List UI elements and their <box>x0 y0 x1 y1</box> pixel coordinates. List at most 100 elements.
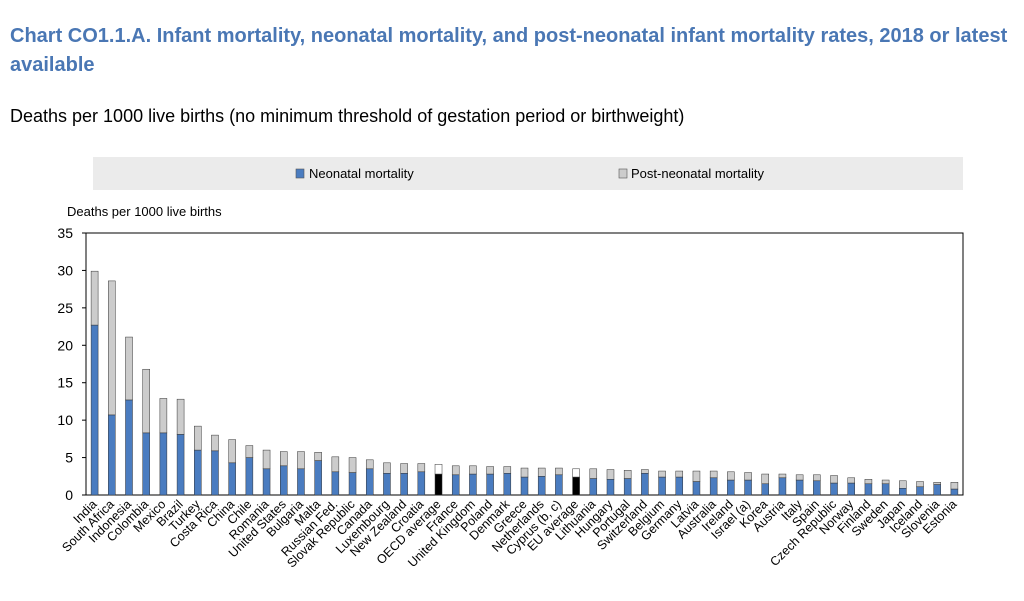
bar-neonatal <box>641 473 649 496</box>
bar-post-neonatal <box>194 425 202 451</box>
bar-neonatal <box>950 488 959 496</box>
bar-post-neonatal <box>830 475 838 484</box>
bar-post-neonatal <box>176 398 185 435</box>
legend-background <box>93 157 963 190</box>
bar-neonatal <box>761 483 769 496</box>
y-tick-label: 15 <box>57 375 73 391</box>
bar-neonatal <box>606 479 615 496</box>
bar-neonatal <box>503 473 512 496</box>
legend-label-neonatal: Neonatal mortality <box>309 166 414 181</box>
bar-post-neonatal <box>297 451 305 470</box>
bar-neonatal <box>778 477 787 496</box>
bar-neonatal <box>383 473 391 496</box>
bar-neonatal <box>486 473 494 496</box>
bar-neonatal <box>228 462 236 496</box>
bar-neonatal <box>434 473 443 496</box>
bar-post-neonatal <box>348 457 357 473</box>
bar-neonatal <box>589 478 598 496</box>
bar-neonatal <box>813 480 821 496</box>
bar-post-neonatal <box>211 434 219 452</box>
bar-post-neonatal <box>125 336 133 401</box>
bar-post-neonatal <box>641 469 649 474</box>
bar-post-neonatal <box>606 469 615 480</box>
bar-post-neonatal <box>589 468 598 479</box>
legend-swatch-neonatal <box>295 168 305 179</box>
bar-post-neonatal <box>503 466 512 474</box>
bar-post-neonatal <box>245 445 254 458</box>
bar-post-neonatal <box>417 463 426 473</box>
bar-post-neonatal <box>847 477 855 484</box>
bar-neonatal <box>90 324 99 496</box>
bar-neonatal <box>709 477 718 496</box>
bar-neonatal <box>899 488 907 496</box>
y-tick-label: 30 <box>57 262 73 278</box>
bar-post-neonatal <box>365 459 374 470</box>
y-axis-title: Deaths per 1000 live births <box>67 204 222 219</box>
chart-title: Chart CO1.1.A. Infant mortality, neonata… <box>10 25 1008 76</box>
bar-post-neonatal <box>331 456 340 473</box>
bar-post-neonatal <box>486 466 494 475</box>
bar-post-neonatal <box>692 470 701 482</box>
bar-neonatal <box>314 460 322 496</box>
bar-neonatal <box>520 476 529 496</box>
bar-post-neonatal <box>469 465 477 475</box>
bar-post-neonatal <box>675 470 684 478</box>
bar-neonatal <box>933 484 941 496</box>
bar-neonatal <box>881 483 890 496</box>
bar-post-neonatal <box>434 464 443 475</box>
bar-post-neonatal <box>572 468 580 478</box>
bar-post-neonatal <box>933 482 941 485</box>
bar-post-neonatal <box>314 452 322 461</box>
bar-neonatal <box>727 479 735 496</box>
bar-neonatal <box>194 449 202 496</box>
bar-neonatal <box>348 472 357 496</box>
legend-swatch-post-neonatal <box>618 168 628 179</box>
bar-neonatal <box>847 482 855 496</box>
bar-neonatal <box>417 471 426 496</box>
bar-post-neonatal <box>383 462 391 474</box>
y-tick-label: 35 <box>57 225 73 241</box>
bar-post-neonatal <box>108 280 116 416</box>
bar-post-neonatal <box>228 439 236 464</box>
bar-neonatal <box>744 479 752 496</box>
bar-post-neonatal <box>262 449 271 470</box>
bar-neonatal <box>692 481 701 496</box>
bar-neonatal <box>658 476 666 496</box>
bar-neonatal <box>795 479 804 496</box>
bar-post-neonatal <box>727 471 735 481</box>
bar-neonatal <box>142 432 150 496</box>
bar-neonatal <box>262 468 271 496</box>
bar-neonatal <box>400 473 408 496</box>
y-tick-label: 25 <box>57 300 73 316</box>
bar-post-neonatal <box>950 482 959 490</box>
chart-subtitle: Deaths per 1000 live births (no minimum … <box>10 106 685 126</box>
bar-post-neonatal <box>142 368 150 434</box>
bar-neonatal <box>623 478 632 496</box>
bar-post-neonatal <box>899 480 907 489</box>
bar-post-neonatal <box>400 463 408 474</box>
bar-neonatal <box>331 471 340 496</box>
y-tick-label: 0 <box>65 487 73 503</box>
bar-post-neonatal <box>623 470 632 479</box>
bar-post-neonatal <box>813 474 821 482</box>
bar-post-neonatal <box>451 465 460 476</box>
bar-post-neonatal <box>159 398 168 434</box>
bar-neonatal <box>159 432 168 496</box>
bar-neonatal <box>537 476 546 496</box>
legend: Neonatal mortality Post-neonatal mortali… <box>295 166 764 181</box>
bar-neonatal <box>572 476 580 496</box>
bar-neonatal <box>176 434 185 496</box>
bar-neonatal <box>451 474 460 496</box>
bar-post-neonatal <box>280 451 288 467</box>
y-tick-label: 20 <box>57 337 73 353</box>
legend-label-post-neonatal: Post-neonatal mortality <box>631 166 764 181</box>
bar-post-neonatal <box>761 473 769 485</box>
bar-neonatal <box>280 465 288 496</box>
bars <box>90 270 959 496</box>
bar-post-neonatal <box>916 481 924 488</box>
y-tick-label: 10 <box>57 412 73 428</box>
bar-post-neonatal <box>864 479 873 485</box>
bar-neonatal <box>297 468 305 496</box>
